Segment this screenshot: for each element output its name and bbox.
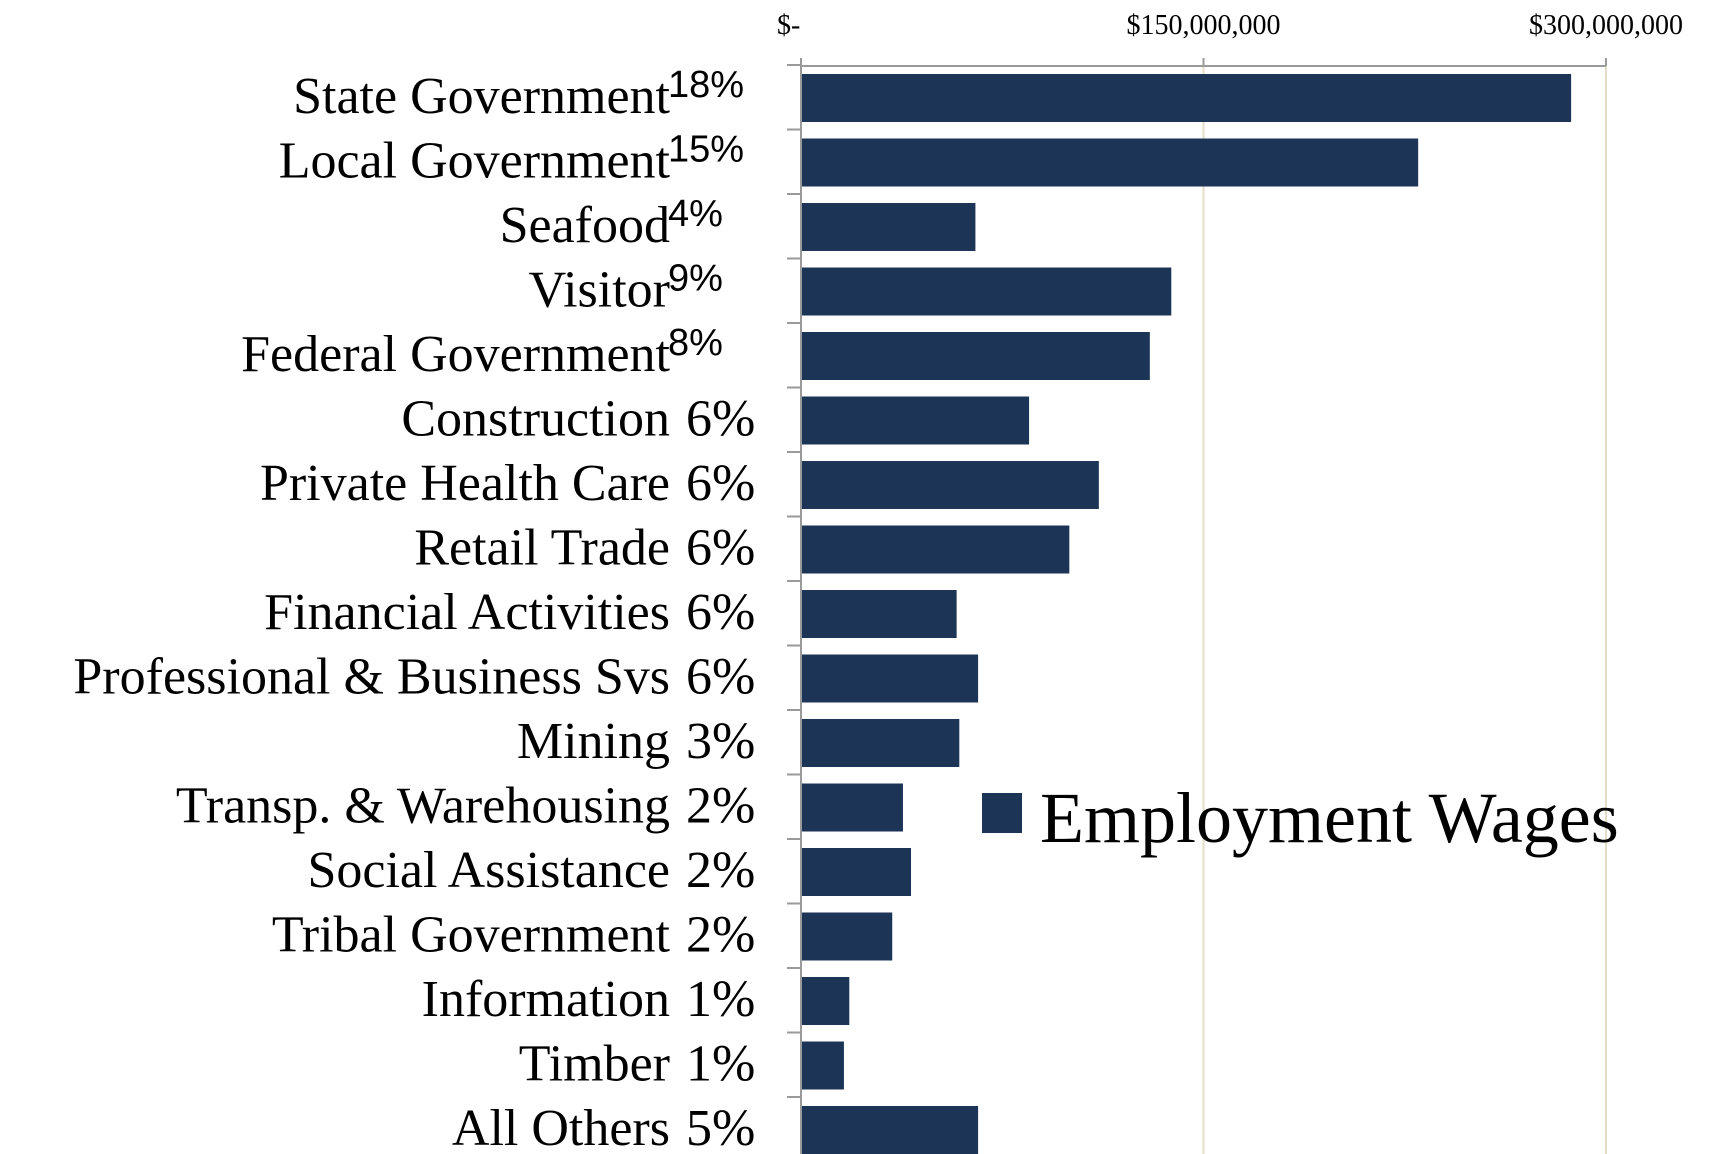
- category-label: Federal Government: [241, 326, 670, 383]
- x-axis: $- $150,000,000 $300,000,000: [777, 10, 1683, 1154]
- legend-swatch: [982, 793, 1022, 833]
- category-label: Financial Activities: [264, 584, 670, 641]
- legend-label: Employment Wages: [1040, 778, 1619, 858]
- category-label: Private Health Care: [260, 455, 670, 512]
- bar: [802, 203, 976, 251]
- category-label: Professional & Business Svs: [73, 649, 670, 706]
- category-label: Retail Trade: [414, 520, 670, 577]
- percent-label: 6%: [686, 391, 755, 448]
- bar: [802, 1106, 979, 1154]
- category-label: Mining: [517, 713, 670, 770]
- x-tick-label: $-: [777, 10, 800, 41]
- bar: [802, 138, 1419, 187]
- percent-label: 15%: [668, 129, 744, 171]
- category-label: Transp. & Warehousing: [176, 778, 670, 835]
- bar: [802, 912, 893, 961]
- bar: [802, 654, 979, 703]
- bar: [802, 396, 1030, 445]
- category-label: Visitor: [529, 262, 670, 319]
- percent-label: 6%: [686, 455, 755, 512]
- category-label: Social Assistance: [307, 842, 670, 899]
- x-tick-label: $300,000,000: [1529, 10, 1683, 41]
- bar: [802, 74, 1572, 122]
- bar: [802, 461, 1099, 509]
- bar: [802, 525, 1070, 574]
- percent-label: 1%: [686, 971, 755, 1028]
- category-label: Tribal Government: [272, 907, 671, 964]
- x-tick-label: $150,000,000: [1127, 10, 1281, 41]
- bar: [802, 267, 1172, 316]
- gridlines: [1202, 66, 1607, 1154]
- percent-label: 8%: [668, 322, 723, 364]
- category-label: Seafood: [500, 197, 670, 254]
- percent-label: 5%: [686, 1100, 755, 1154]
- percent-label: 18%: [668, 64, 744, 106]
- category-label: Timber: [519, 1036, 670, 1093]
- category-label: Local Government: [279, 133, 671, 190]
- bar: [802, 719, 960, 767]
- percent-label: 2%: [686, 842, 755, 899]
- bars: [802, 74, 1572, 1154]
- legend: Employment Wages: [982, 778, 1619, 858]
- percent-label: 9%: [668, 258, 723, 300]
- bar: [802, 332, 1150, 380]
- bar: [802, 783, 903, 832]
- percent-label: 4%: [668, 193, 723, 235]
- percent-label: 6%: [686, 584, 755, 641]
- category-label: All Others: [452, 1100, 670, 1154]
- percent-label: 2%: [686, 907, 755, 964]
- category-label: Information: [422, 971, 670, 1028]
- bar: [802, 590, 957, 638]
- percent-label: 6%: [686, 649, 755, 706]
- category-label: Construction: [401, 391, 670, 448]
- percent-label: 1%: [686, 1036, 755, 1093]
- bar: [802, 848, 912, 896]
- percent-label: 2%: [686, 778, 755, 835]
- percent-label: 3%: [686, 713, 755, 770]
- bar: [802, 1041, 844, 1090]
- percent-label: 6%: [686, 520, 755, 577]
- bar: [802, 977, 850, 1025]
- category-label: State Government: [293, 68, 670, 125]
